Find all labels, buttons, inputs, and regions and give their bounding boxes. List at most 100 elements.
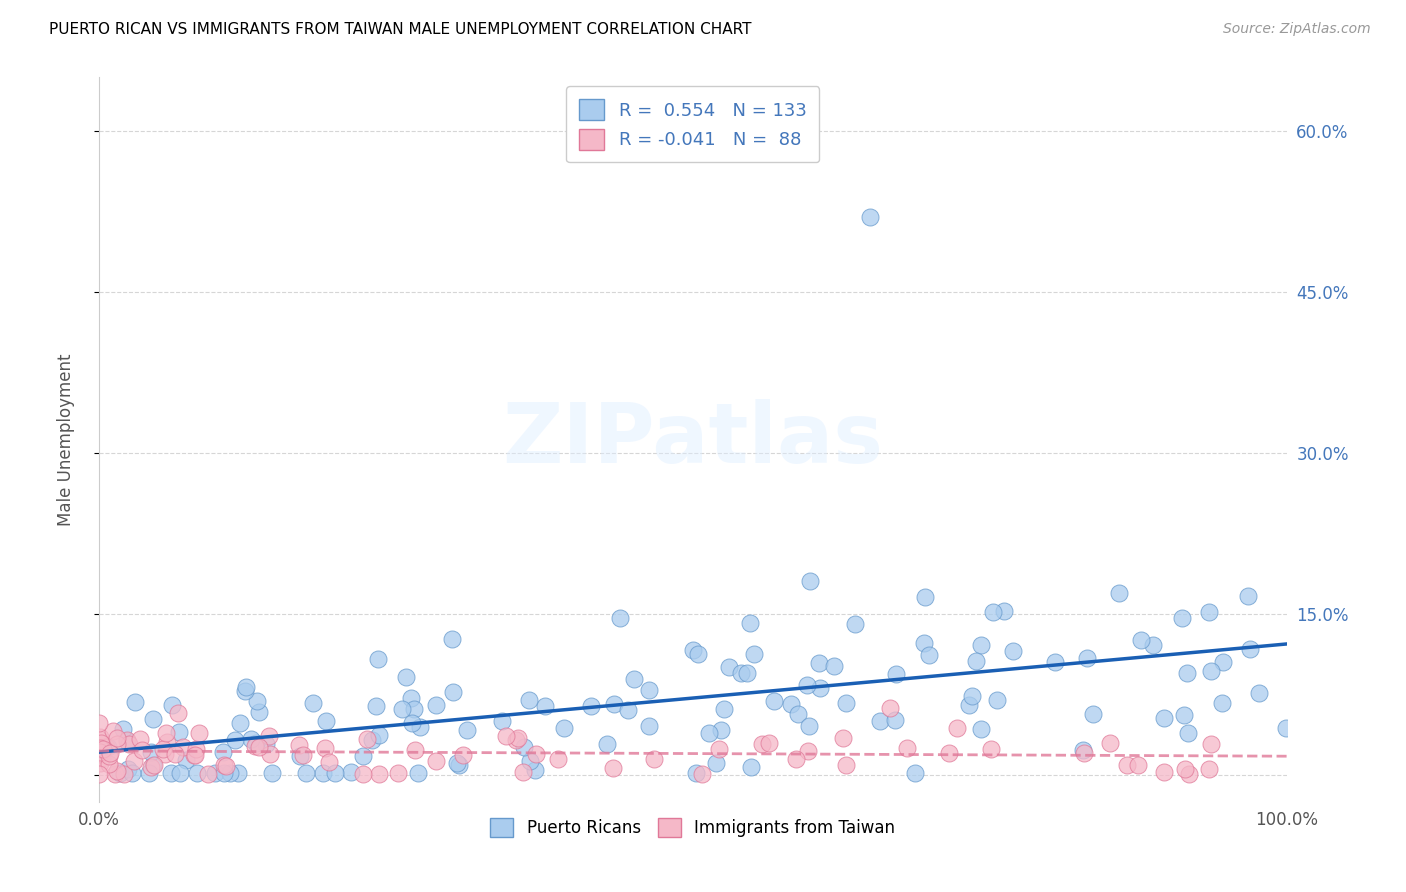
Point xyxy=(491,714,513,728)
Point xyxy=(197,766,219,780)
Point xyxy=(128,731,150,746)
Point xyxy=(91,741,114,756)
Point xyxy=(160,765,183,780)
Point xyxy=(1130,633,1153,648)
Point xyxy=(1170,611,1192,625)
Point xyxy=(796,744,818,758)
Point xyxy=(553,721,575,735)
Point xyxy=(87,731,110,746)
Point xyxy=(602,761,624,775)
Point xyxy=(697,726,720,740)
Point xyxy=(446,756,468,770)
Point xyxy=(713,702,735,716)
Point xyxy=(352,748,374,763)
Point xyxy=(90,751,112,765)
Point xyxy=(686,647,709,661)
Point xyxy=(235,681,257,695)
Point xyxy=(735,665,758,680)
Point xyxy=(184,741,207,756)
Point xyxy=(981,605,1004,619)
Point xyxy=(425,698,447,712)
Point xyxy=(879,701,901,715)
Point xyxy=(859,210,882,224)
Point xyxy=(970,638,993,652)
Text: Source: ZipAtlas.com: Source: ZipAtlas.com xyxy=(1223,22,1371,37)
Point xyxy=(87,766,110,780)
Point xyxy=(115,733,138,747)
Point xyxy=(762,693,785,707)
Point xyxy=(233,683,256,698)
Point xyxy=(441,685,464,699)
Point xyxy=(643,752,665,766)
Point xyxy=(105,731,128,745)
Point xyxy=(98,757,121,772)
Point xyxy=(742,647,765,661)
Point xyxy=(1116,758,1139,772)
Point xyxy=(1177,725,1199,739)
Point xyxy=(204,765,226,780)
Point xyxy=(155,747,177,761)
Point xyxy=(124,695,146,709)
Point xyxy=(751,737,773,751)
Point xyxy=(245,739,267,753)
Point xyxy=(456,723,478,738)
Point xyxy=(534,698,557,713)
Point xyxy=(740,760,762,774)
Point xyxy=(139,745,162,759)
Point xyxy=(1239,642,1261,657)
Y-axis label: Male Unemployment: Male Unemployment xyxy=(58,353,75,525)
Point xyxy=(579,699,602,714)
Point xyxy=(90,737,112,751)
Point xyxy=(447,758,470,772)
Point xyxy=(314,741,336,756)
Point xyxy=(212,745,235,759)
Legend: Puerto Ricans, Immigrants from Taiwan: Puerto Ricans, Immigrants from Taiwan xyxy=(484,812,901,844)
Point xyxy=(215,759,238,773)
Point xyxy=(139,760,162,774)
Point xyxy=(609,611,631,625)
Point xyxy=(262,765,284,780)
Point xyxy=(844,617,866,632)
Point xyxy=(834,758,856,772)
Point xyxy=(1211,696,1233,710)
Point xyxy=(122,754,145,768)
Point xyxy=(505,733,527,747)
Point xyxy=(938,746,960,760)
Point xyxy=(87,742,110,756)
Point xyxy=(368,728,391,742)
Point xyxy=(1073,746,1095,760)
Point xyxy=(352,766,374,780)
Point xyxy=(89,716,111,731)
Point xyxy=(710,723,733,737)
Point xyxy=(912,636,935,650)
Point xyxy=(1198,762,1220,776)
Point xyxy=(105,737,128,751)
Point xyxy=(165,747,187,761)
Point xyxy=(440,632,463,647)
Point xyxy=(247,739,270,754)
Point xyxy=(288,749,311,764)
Point xyxy=(183,748,205,763)
Point xyxy=(547,752,569,766)
Point xyxy=(1212,655,1234,669)
Point xyxy=(1081,706,1104,721)
Point xyxy=(247,705,270,719)
Point xyxy=(214,765,236,780)
Point xyxy=(1126,758,1149,772)
Point xyxy=(186,765,208,780)
Point xyxy=(495,729,517,743)
Point xyxy=(914,591,936,605)
Point xyxy=(103,723,125,738)
Text: PUERTO RICAN VS IMMIGRANTS FROM TAIWAN MALE UNEMPLOYMENT CORRELATION CHART: PUERTO RICAN VS IMMIGRANTS FROM TAIWAN M… xyxy=(49,22,752,37)
Point xyxy=(965,654,987,668)
Point xyxy=(367,652,389,666)
Point xyxy=(835,697,858,711)
Point xyxy=(799,574,821,588)
Point xyxy=(638,682,661,697)
Point xyxy=(796,678,818,692)
Point xyxy=(970,722,993,736)
Point xyxy=(738,616,761,631)
Point xyxy=(323,765,346,780)
Point xyxy=(401,691,423,706)
Point xyxy=(1142,638,1164,652)
